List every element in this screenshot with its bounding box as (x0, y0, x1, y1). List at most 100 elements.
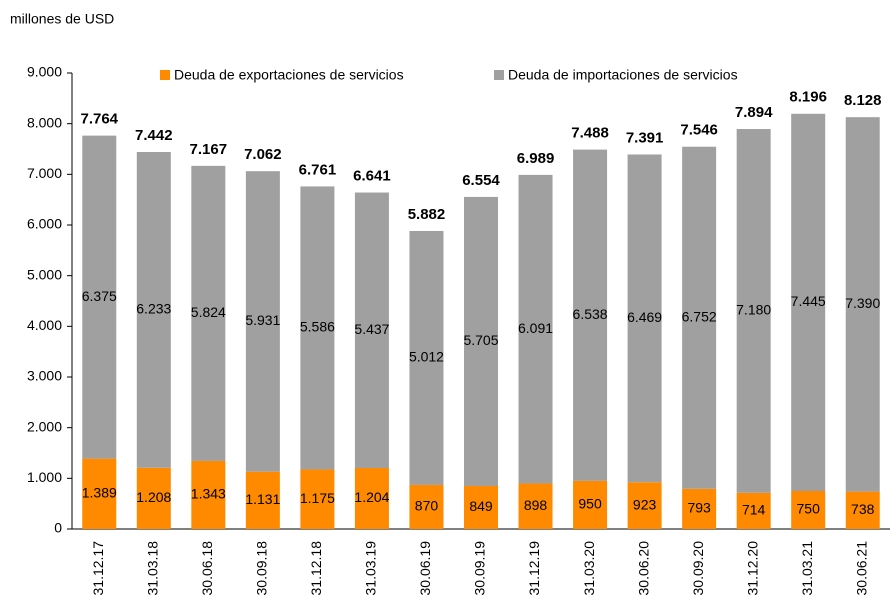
bar-segment (409, 230, 444, 485)
bar-segment (354, 192, 389, 468)
bar-segment (682, 146, 717, 489)
y-tick-label: 7.000 (27, 165, 62, 181)
value-label: 714 (742, 502, 766, 518)
total-label: 7.062 (244, 146, 282, 163)
value-label: 898 (524, 497, 548, 513)
bar-segment (791, 491, 826, 529)
value-label: 1.131 (245, 491, 280, 507)
value-label: 7.445 (791, 293, 826, 309)
bar-segment (627, 154, 662, 483)
total-label: 6.641 (353, 167, 391, 184)
total-label: 7.442 (135, 127, 173, 144)
y-tick-label: 0 (54, 520, 62, 536)
total-label: 7.391 (626, 129, 664, 146)
bar-segment (354, 467, 389, 529)
value-label: 849 (469, 498, 493, 514)
total-label: 6.761 (299, 161, 337, 178)
bar-segment (845, 117, 880, 492)
x-tick-label: 31.03.21 (799, 541, 815, 596)
bar-segment (245, 471, 280, 529)
bar-segment (791, 113, 826, 491)
bar-segment (464, 196, 498, 486)
x-tick-label: 31.12.20 (744, 541, 760, 596)
bar-segment (191, 460, 226, 529)
bar-segment (245, 171, 280, 472)
value-label: 1.204 (354, 489, 389, 505)
total-label: 7.488 (571, 125, 609, 142)
value-label: 1.343 (191, 486, 226, 502)
x-tick-label: 31.12.17 (90, 541, 106, 596)
x-tick-label: 30.06.18 (199, 541, 215, 596)
bar-segment (191, 165, 226, 461)
bar-segment (136, 467, 171, 529)
bar-segment (518, 483, 553, 529)
bar-segment (82, 458, 117, 529)
value-label: 1.208 (136, 489, 171, 505)
value-label: 1.389 (82, 485, 117, 501)
y-tick-label: 8.000 (27, 114, 62, 130)
value-label: 5.931 (245, 312, 280, 328)
total-label: 7.764 (80, 111, 118, 128)
value-label: 870 (415, 498, 439, 514)
x-tick-label: 31.12.18 (308, 541, 324, 596)
total-label: 8.196 (789, 89, 827, 106)
y-axis-label: millones de USD (10, 11, 114, 27)
value-label: 5.437 (354, 321, 389, 337)
total-label: 7.546 (680, 122, 718, 139)
x-tick-label: 31.03.18 (145, 541, 161, 596)
bar-segment (464, 485, 498, 529)
value-label: 6.091 (518, 320, 553, 336)
y-tick-label: 1.000 (27, 469, 62, 485)
value-label: 5.824 (191, 304, 226, 320)
value-label: 6.538 (573, 306, 608, 322)
y-tick-label: 4.000 (27, 317, 62, 333)
bar-segment (409, 484, 444, 529)
x-tick-label: 31.03.20 (581, 541, 597, 596)
bar-segment (736, 129, 771, 493)
bar-segment (300, 469, 335, 529)
x-tick-label: 31.03.19 (363, 541, 379, 596)
x-tick-label: 30.06.20 (635, 541, 651, 596)
legend-swatch (494, 70, 504, 80)
value-label: 6.375 (82, 288, 117, 304)
x-tick-label: 30.06.21 (853, 541, 869, 596)
value-label: 923 (633, 496, 657, 512)
x-tick-label: 30.09.20 (690, 541, 706, 596)
x-tick-label: 30.06.19 (417, 541, 433, 596)
y-tick-label: 2.000 (27, 418, 62, 434)
total-label: 6.989 (517, 150, 555, 167)
total-label: 7.894 (735, 104, 773, 121)
value-label: 950 (578, 496, 602, 512)
bar-segment (627, 482, 662, 529)
x-tick-label: 31.12.19 (526, 541, 542, 596)
value-label: 1.175 (300, 490, 335, 506)
value-label: 6.469 (627, 309, 662, 325)
total-label: 5.882 (408, 206, 446, 223)
bar-segment (82, 135, 117, 459)
value-label: 738 (851, 501, 875, 517)
legend-swatch (160, 70, 170, 80)
bar-segment (682, 488, 717, 529)
y-tick-label: 6.000 (27, 216, 62, 232)
value-label: 6.752 (682, 308, 717, 324)
y-tick-label: 5.000 (27, 266, 62, 282)
total-label: 6.554 (462, 172, 500, 189)
value-label: 5.586 (300, 319, 335, 335)
x-tick-label: 30.09.18 (254, 541, 270, 596)
legend-label: Deuda de importaciones de servicios (508, 67, 738, 83)
total-label: 8.128 (844, 92, 882, 109)
legend-label: Deuda de exportaciones de servicios (174, 67, 404, 83)
bar-segment (736, 492, 771, 529)
y-tick-label: 9.000 (27, 64, 62, 80)
value-label: 5.705 (463, 332, 498, 348)
value-label: 7.180 (736, 302, 771, 318)
value-label: 5.012 (409, 349, 444, 365)
total-label: 7.167 (190, 141, 228, 158)
y-tick-label: 3.000 (27, 368, 62, 384)
bar-segment (573, 149, 608, 481)
bar-segment (845, 491, 880, 529)
value-label: 793 (687, 500, 711, 516)
value-label: 7.390 (845, 295, 880, 311)
value-label: 750 (797, 501, 821, 517)
